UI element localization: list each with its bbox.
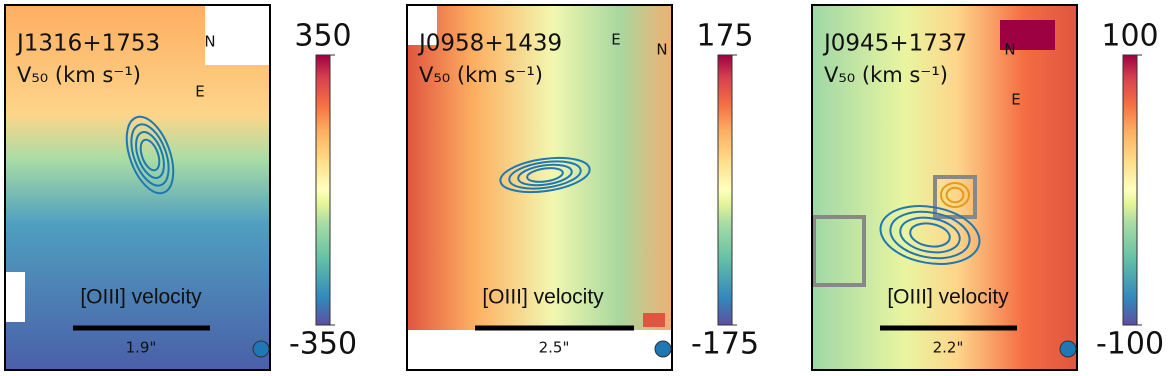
- scale-label: 2.2": [933, 339, 964, 357]
- contour: [940, 182, 970, 208]
- contour: [130, 123, 170, 187]
- contour: [909, 222, 951, 248]
- contour: [135, 131, 165, 179]
- beam: [654, 340, 672, 358]
- box: [812, 215, 866, 287]
- compass-label: E: [195, 83, 204, 101]
- map-label: V₅₀ (km s⁻¹): [419, 63, 543, 87]
- contour: [499, 156, 591, 194]
- annotation: [OIII] velocity: [80, 286, 202, 309]
- beam: [1059, 340, 1077, 358]
- blank: [5, 272, 25, 322]
- colorbar-tick-label: 350: [294, 19, 351, 54]
- blank: [205, 5, 270, 65]
- velocity-map: [5, 5, 270, 370]
- blank: [407, 5, 437, 45]
- compass-label: N: [656, 41, 667, 59]
- map-label: V₅₀ (km s⁻¹): [17, 63, 141, 87]
- contour: [139, 138, 161, 172]
- map-frame: [811, 4, 1078, 371]
- blank: [407, 330, 672, 370]
- contour: [517, 163, 573, 187]
- compass-label: E: [1011, 91, 1020, 109]
- annotation: [OIII] velocity: [887, 286, 1009, 309]
- contour: [508, 160, 582, 190]
- map-title: J0945+1737: [822, 31, 967, 57]
- colorbar-tick-label: 175: [696, 19, 753, 54]
- contour: [526, 167, 564, 183]
- map-title: J0958+1439: [417, 31, 562, 57]
- colorbar: [315, 54, 331, 326]
- scale-label: 1.9": [126, 339, 157, 357]
- colorbar: [717, 54, 733, 326]
- map-frame: [4, 4, 271, 371]
- beam: [252, 340, 270, 358]
- colorbar-tick-label: -100: [1096, 327, 1164, 362]
- colorbar-tick-label: 100: [1101, 19, 1158, 54]
- compass-label: N: [1004, 41, 1015, 59]
- compass-label: E: [611, 31, 620, 49]
- colorbar-tick-label: -350: [289, 327, 357, 362]
- compass-label: N: [204, 33, 215, 51]
- colorbar: [1122, 54, 1138, 326]
- map-title: J1316+1753: [15, 31, 160, 57]
- contour: [899, 216, 961, 254]
- contour: [879, 205, 981, 265]
- box: [933, 175, 977, 219]
- map-frame: [406, 4, 673, 371]
- contour: [125, 115, 175, 195]
- map-label: V₅₀ (km s⁻¹): [824, 63, 948, 87]
- contour: [945, 186, 965, 204]
- colorbar-tick-label: -175: [691, 327, 759, 362]
- scale-label: 2.5": [539, 339, 570, 357]
- annotation: [OIII] velocity: [482, 286, 604, 309]
- contour: [889, 210, 971, 260]
- pixel: [643, 313, 665, 327]
- pixel: [1000, 20, 1055, 50]
